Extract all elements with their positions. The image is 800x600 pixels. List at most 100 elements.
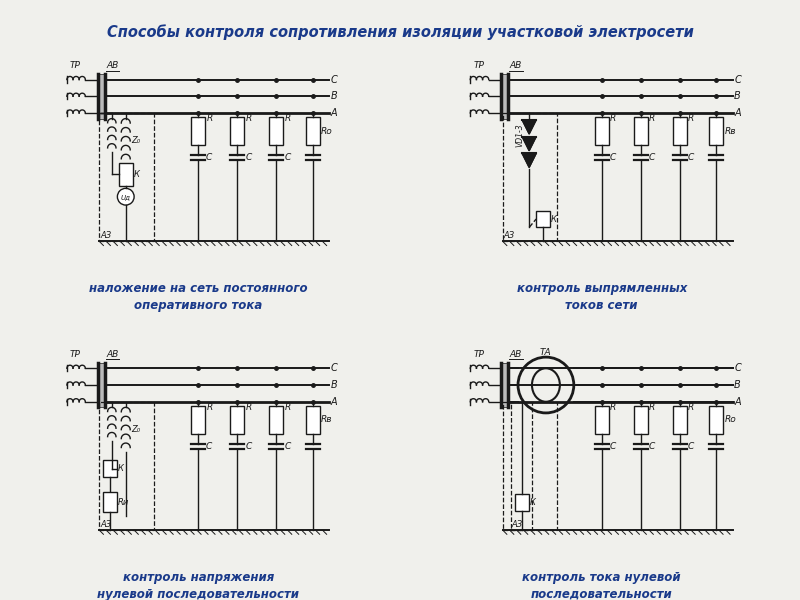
Text: В: В (734, 380, 741, 390)
Text: Rо: Rо (725, 415, 736, 424)
Text: А: А (331, 108, 338, 118)
Bar (673, 117, 687, 145)
Bar (709, 406, 723, 434)
Text: С: С (649, 442, 655, 451)
Text: R: R (649, 403, 655, 412)
Text: АЗ: АЗ (100, 231, 111, 240)
Text: R: R (688, 403, 694, 412)
Bar (502, 113, 557, 241)
Bar (515, 494, 529, 511)
Polygon shape (522, 120, 536, 134)
Bar (306, 406, 320, 434)
Text: С: С (206, 153, 212, 162)
Text: Rи: Rи (118, 498, 130, 507)
Bar (502, 74, 508, 119)
Text: АВ: АВ (510, 350, 522, 359)
Text: С: С (649, 153, 655, 162)
Text: С: С (245, 153, 251, 162)
Text: Rв: Rв (725, 127, 736, 136)
Text: R: R (610, 403, 616, 412)
Text: Rв: Rв (321, 415, 333, 424)
Text: А: А (734, 397, 741, 407)
Text: R: R (610, 114, 616, 123)
Text: С: С (734, 74, 741, 85)
Text: С: С (688, 442, 694, 451)
Text: ТР: ТР (474, 61, 484, 70)
Bar (270, 117, 283, 145)
Bar (673, 406, 687, 434)
Text: R: R (246, 403, 252, 412)
Bar (103, 493, 118, 512)
Text: С: С (331, 74, 338, 85)
Text: ТР: ТР (70, 61, 81, 70)
Text: С: С (610, 442, 616, 451)
Bar (191, 117, 206, 145)
Bar (594, 406, 609, 434)
Text: R: R (206, 403, 213, 412)
Text: К: К (530, 498, 536, 507)
Text: К: К (118, 464, 124, 473)
Bar (634, 117, 648, 145)
Bar (502, 402, 557, 530)
Text: С: С (245, 442, 251, 451)
Bar (118, 163, 133, 185)
Polygon shape (522, 137, 536, 151)
Text: контроль выпрямленных
токов сети: контроль выпрямленных токов сети (517, 282, 687, 312)
Bar (270, 406, 283, 434)
Text: С: С (688, 153, 694, 162)
Text: ТР: ТР (474, 350, 484, 359)
Text: К: К (551, 215, 557, 224)
Text: R: R (688, 114, 694, 123)
Text: С: С (734, 363, 741, 373)
Text: С: С (284, 153, 290, 162)
Bar (511, 402, 532, 530)
Text: Uд: Uд (121, 194, 130, 200)
Bar (306, 117, 320, 145)
Text: К: К (134, 170, 139, 179)
Bar (98, 363, 105, 407)
Text: АВ: АВ (510, 61, 522, 70)
Text: В: В (331, 380, 338, 390)
Text: АЗ: АЗ (512, 520, 523, 529)
Bar (103, 460, 118, 477)
Text: R: R (285, 114, 291, 123)
Text: R: R (206, 114, 213, 123)
Text: Способы контроля сопротивления изоляции участковой электросети: Способы контроля сопротивления изоляции … (106, 24, 694, 40)
Text: АВ: АВ (106, 350, 118, 359)
Text: В: В (734, 91, 741, 101)
Text: контроль тока нулевой
последовательности: контроль тока нулевой последовательности (522, 571, 681, 600)
Text: А: А (331, 397, 338, 407)
Text: С: С (284, 442, 290, 451)
Bar (99, 402, 154, 530)
Bar (191, 406, 206, 434)
Bar (594, 117, 609, 145)
Text: ТР: ТР (70, 350, 81, 359)
Circle shape (118, 188, 134, 205)
Bar (709, 117, 723, 145)
Text: ТА: ТА (540, 348, 552, 357)
Text: АЗ: АЗ (503, 231, 514, 240)
Text: С: С (331, 363, 338, 373)
Text: R: R (649, 114, 655, 123)
Polygon shape (522, 154, 536, 167)
Text: АВ: АВ (106, 61, 118, 70)
Text: наложение на сеть постоянного
оперативного тока: наложение на сеть постоянного оперативно… (89, 282, 308, 312)
Text: R: R (285, 403, 291, 412)
Bar (502, 363, 508, 407)
Text: R: R (246, 114, 252, 123)
Text: А: А (734, 108, 741, 118)
Bar (230, 406, 244, 434)
Bar (536, 211, 550, 227)
Bar (98, 74, 105, 119)
Ellipse shape (532, 368, 560, 402)
Bar (634, 406, 648, 434)
Bar (99, 113, 154, 241)
Text: контроль напряжения
нулевой последовательности: контроль напряжения нулевой последовател… (98, 571, 299, 600)
Text: С: С (206, 442, 212, 451)
Text: АЗ: АЗ (100, 520, 111, 529)
Text: Rо: Rо (321, 127, 333, 136)
Text: Z₀: Z₀ (131, 136, 140, 145)
Text: Z₀: Z₀ (131, 425, 140, 434)
Text: С: С (610, 153, 616, 162)
Bar (230, 117, 244, 145)
